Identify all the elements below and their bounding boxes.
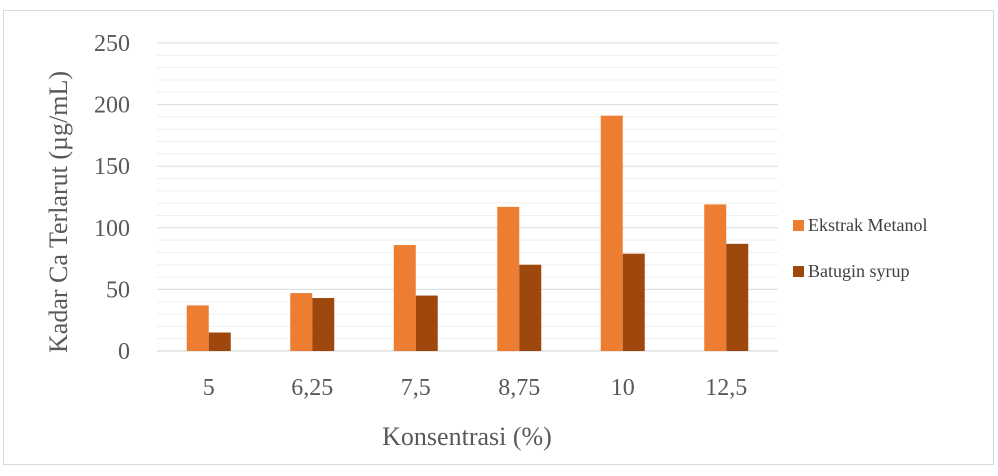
x-tick-label: 5 [203,375,215,401]
legend-label-ekstrak-metanol: Ekstrak Metanol [808,215,927,235]
y-tick-labels: 0 50 100 150 200 250 [94,31,130,365]
bar-ekstrak-metanol-2 [393,245,416,351]
y-axis-title: Kadar Ca Terlarut (µg/mL) [44,71,73,353]
legend-swatch-ekstrak-metanol [793,220,804,231]
bar-batugin-syrup-0 [208,332,231,351]
bar-ekstrak-metanol-4 [600,115,623,351]
y-tick-label: 0 [118,339,130,365]
y-tick-label: 150 [94,154,130,180]
bar-batugin-syrup-4 [622,253,645,351]
minor-gridlines [157,54,778,340]
bar-batugin-syrup-1 [312,298,335,351]
y-tick-label: 200 [94,93,130,119]
bar-ekstrak-metanol-1 [290,293,313,351]
legend-label-batugin-syrup: Batugin syrup [808,261,910,281]
bars [186,115,749,351]
bar-batugin-syrup-3 [519,264,542,351]
x-tick-label: 7,5 [401,375,431,401]
bar-batugin-syrup-5 [726,243,749,351]
x-tick-label: 8,75 [498,375,540,401]
legend: Ekstrak Metanol Batugin syrup [793,215,927,281]
y-tick-label: 50 [106,277,130,303]
bar-ekstrak-metanol-5 [704,204,727,351]
y-tick-label: 100 [94,216,130,242]
major-gridlines [157,42,778,352]
bar-ekstrak-metanol-3 [497,206,520,351]
x-tick-label: 10 [611,375,635,401]
x-tick-labels: 5 6,25 7,5 8,75 10 12,5 [203,375,748,401]
x-tick-label: 12,5 [705,375,747,401]
legend-swatch-batugin-syrup [793,266,804,277]
bar-batugin-syrup-2 [415,295,438,351]
x-axis-title: Konsentrasi (%) [382,422,552,451]
x-tick-label: 6,25 [291,375,333,401]
bar-ekstrak-metanol-0 [186,305,209,351]
y-tick-label: 250 [94,31,130,57]
